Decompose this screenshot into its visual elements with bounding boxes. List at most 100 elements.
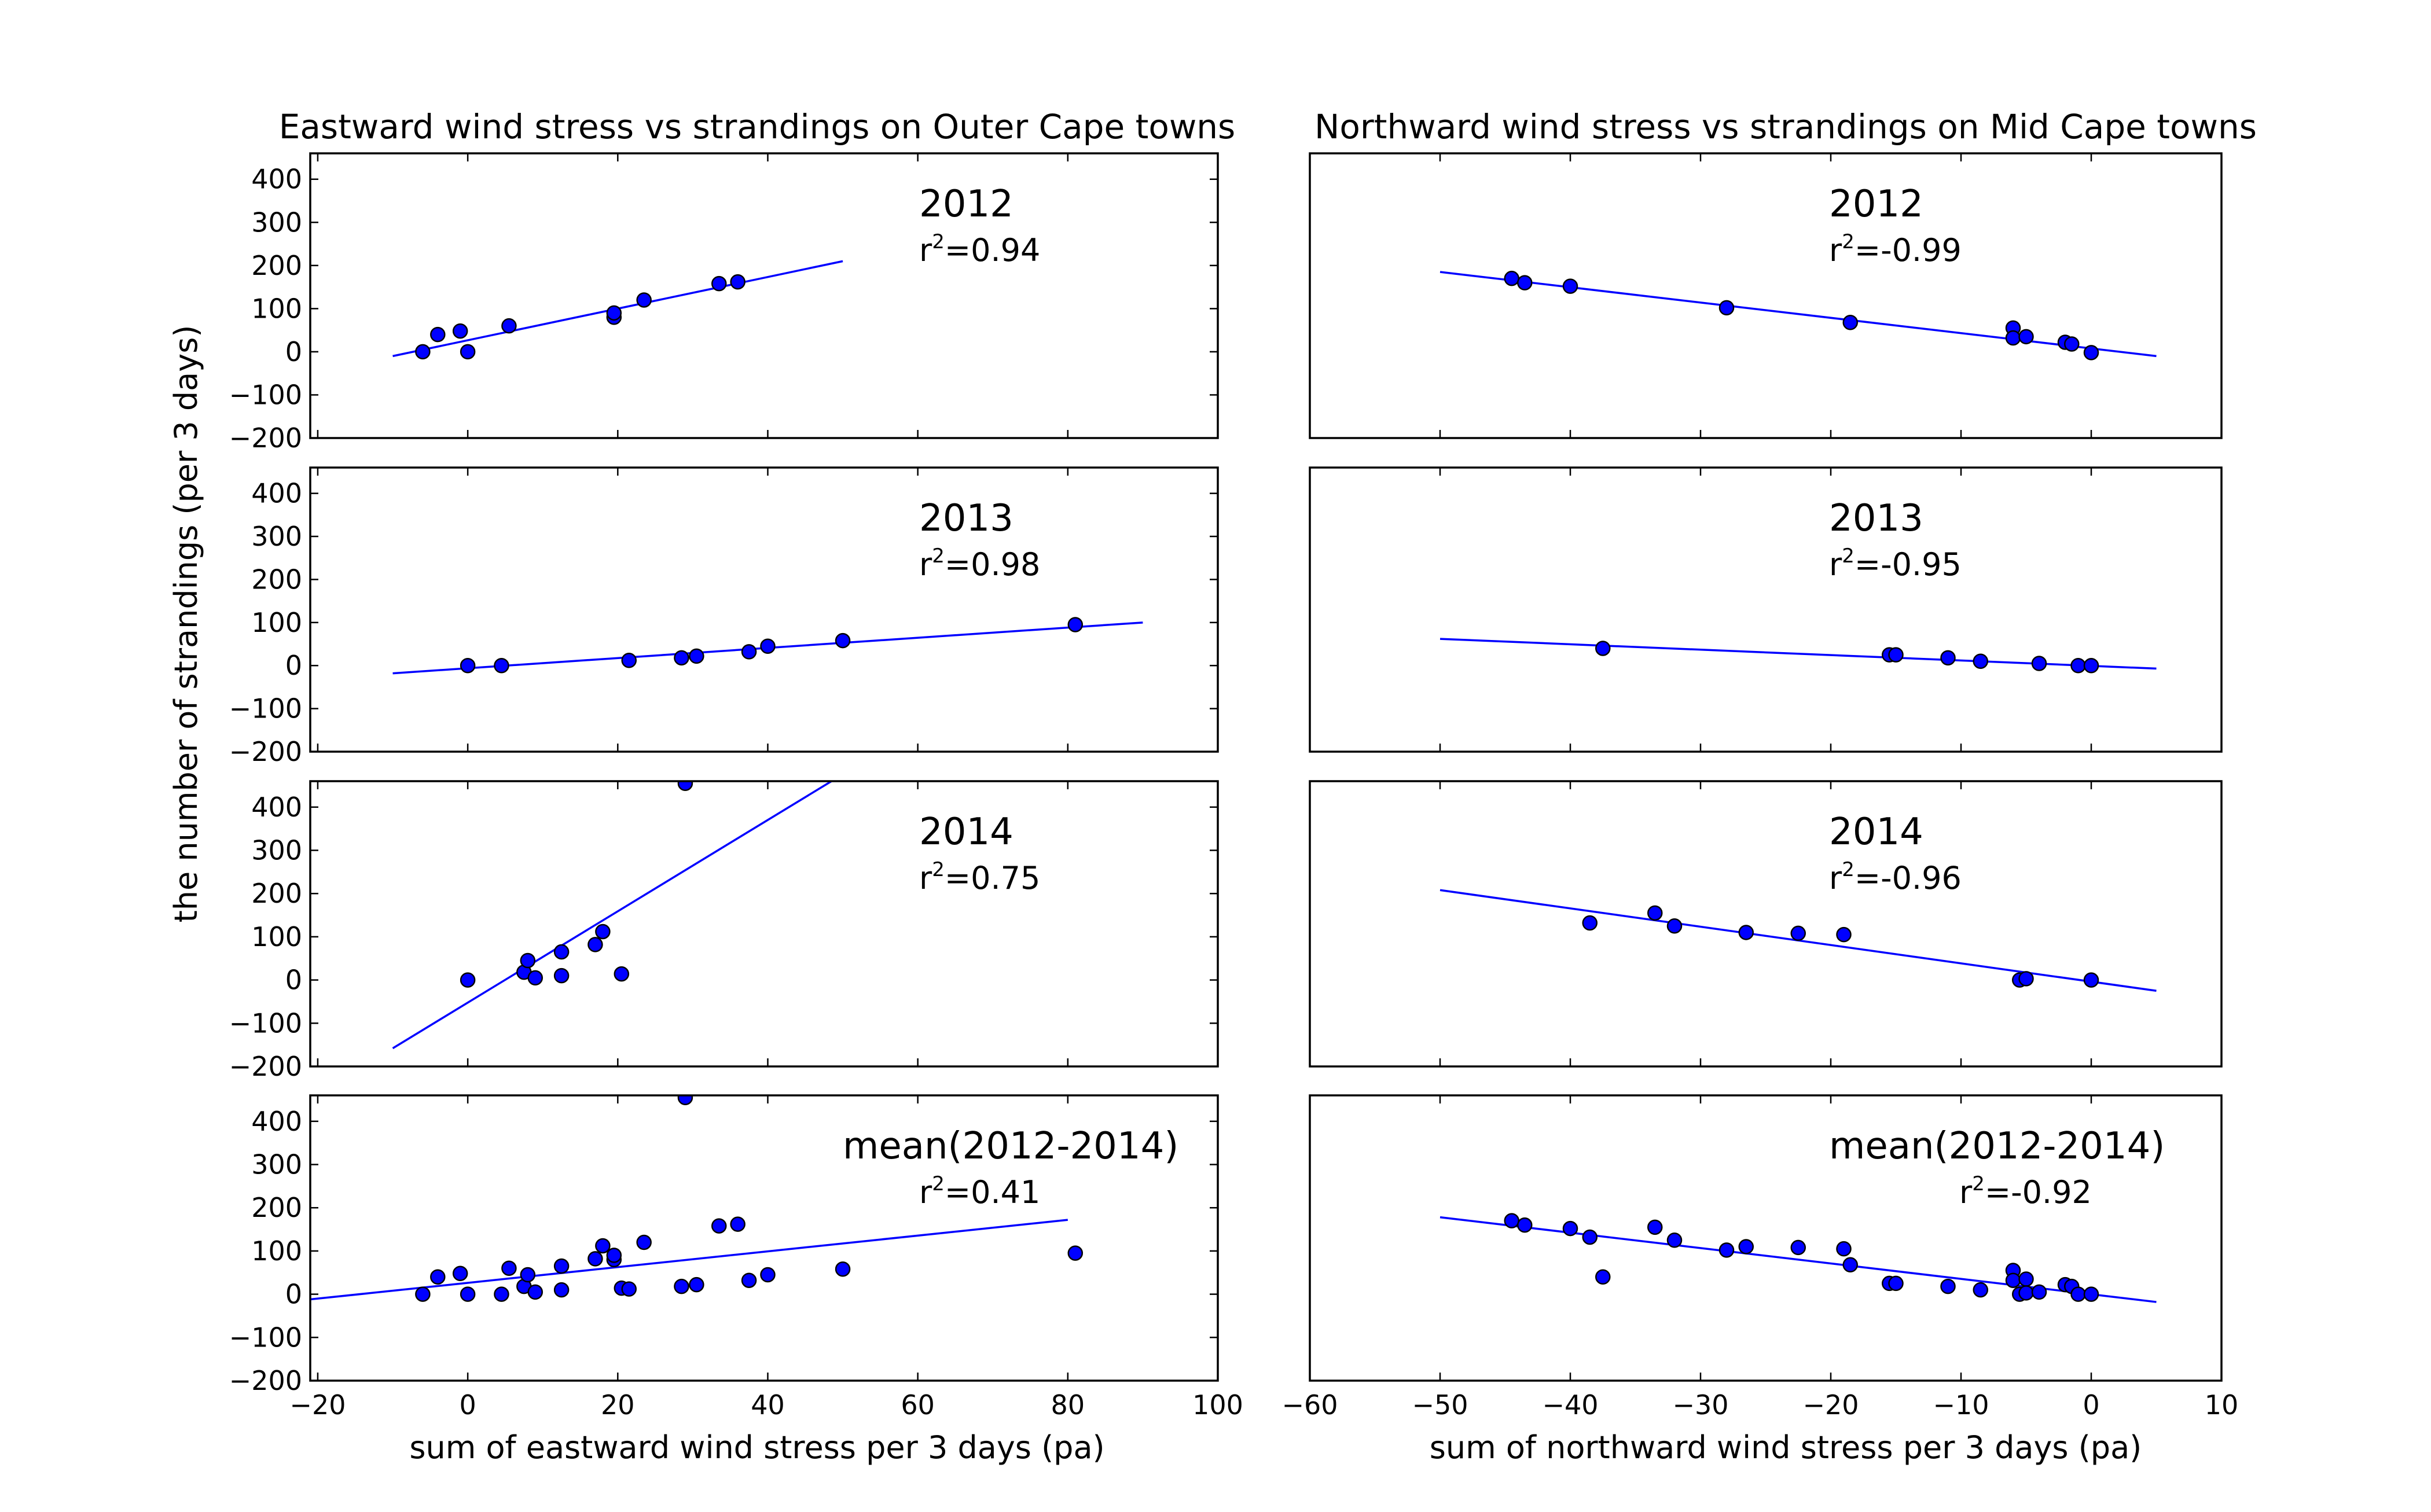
r-squared-exponent: 2 (1972, 1172, 1985, 1195)
data-point (677, 781, 693, 791)
subplot-year-label: 2012 (919, 183, 1013, 226)
data-point (1067, 617, 1084, 632)
data-point (711, 1218, 727, 1234)
data-point (2070, 657, 2086, 674)
data-point (1842, 1257, 1858, 1273)
data-point (501, 1260, 517, 1276)
y-tick-label: 100 (251, 607, 302, 638)
data-point (527, 970, 544, 986)
data-point (1738, 925, 1754, 940)
x-tick-label: 40 (751, 1389, 785, 1421)
left-column-title: Eastward wind stress vs strandings on Ou… (279, 107, 1236, 146)
y-tick-label: −100 (229, 1322, 302, 1353)
data-point (1738, 1239, 1754, 1255)
data-point (527, 1284, 544, 1300)
regression-line (1439, 271, 2157, 358)
y-tick-label: −100 (229, 1007, 302, 1039)
data-point (2083, 1286, 2099, 1302)
x-tick-label: −20 (1802, 1389, 1859, 1421)
data-point (606, 1248, 622, 1263)
subplot-0-2: −200 −100 0 100 200 300 400 2014 r2=0.75 (229, 780, 1219, 1082)
subplot-year-label: 2013 (1829, 497, 1923, 540)
r-squared-value: =-0.99 (1855, 232, 1962, 268)
r-squared-annotation: r2=-0.92 (1959, 1172, 2092, 1211)
data-point (674, 650, 689, 666)
r-squared-exponent: 2 (1842, 545, 1855, 568)
r-squared-symbol: r (1829, 546, 1842, 583)
data-point (2083, 972, 2099, 988)
axes-frame (309, 780, 1219, 1068)
x-tick-label: −40 (1542, 1389, 1598, 1421)
r-squared-annotation: r2=-0.96 (1829, 858, 1962, 896)
y-tick-label: 300 (251, 521, 302, 552)
r-squared-symbol: r (1959, 1174, 1973, 1211)
data-point (553, 967, 570, 984)
y-tick-label: 0 (285, 650, 302, 681)
data-point (2018, 329, 2034, 345)
x-tick-label: −10 (1933, 1389, 1989, 1421)
y-tick-label: −100 (229, 379, 302, 410)
r-squared-exponent: 2 (932, 858, 945, 881)
data-point (1582, 915, 1598, 931)
data-point (460, 1286, 476, 1302)
data-point (1836, 1241, 1852, 1257)
axes-frame (1309, 1094, 2223, 1382)
axes-frame (1309, 152, 2223, 439)
data-point (1718, 300, 1735, 316)
data-point (1973, 653, 1988, 669)
data-point (494, 657, 509, 674)
right-column-title: Northward wind stress vs strandings on M… (1314, 107, 2257, 146)
y-tick-label: 200 (251, 250, 302, 281)
axes-frame (309, 152, 1219, 439)
data-point (2031, 1284, 2047, 1300)
y-tick-label: 0 (285, 336, 302, 367)
data-point (2070, 1286, 2086, 1302)
r-squared-exponent: 2 (932, 230, 945, 253)
data-point (2018, 1285, 2034, 1301)
x-tick-label: 100 (1192, 1389, 1243, 1421)
data-point (553, 1282, 570, 1298)
subplot-1-3: −60 −50 −40 −30 −20 −10 0 10 mean(2012-2014) r2=-… (1281, 1094, 2239, 1421)
r-squared-value: =0.98 (945, 546, 1040, 583)
data-point (674, 1278, 689, 1294)
y-axis-label: the number of strandings (per 3 days) (168, 325, 204, 923)
r-squared-value: =0.94 (945, 232, 1040, 268)
data-point (553, 1258, 570, 1274)
y-tick-label: 300 (251, 1149, 302, 1180)
data-point (460, 972, 476, 988)
y-tick-label: −100 (229, 693, 302, 724)
r-squared-symbol: r (919, 860, 932, 896)
data-point (1595, 641, 1611, 656)
left-x-axis-label: sum of eastward wind stress per 3 days (… (409, 1429, 1104, 1466)
r-squared-annotation: r2=0.94 (919, 230, 1040, 268)
r-squared-symbol: r (1829, 232, 1842, 268)
data-point (760, 638, 776, 654)
y-tick-label: 300 (251, 835, 302, 866)
data-point (1582, 1229, 1598, 1245)
subplot-year-label: 2014 (1829, 811, 1923, 854)
data-point (621, 653, 637, 668)
data-point (553, 944, 570, 960)
r-squared-symbol: r (919, 1174, 932, 1211)
r-squared-annotation: r2=0.98 (919, 545, 1040, 583)
r-squared-value: =-0.92 (1985, 1174, 2092, 1211)
x-tick-label: 10 (2205, 1389, 2239, 1421)
axes-frame (309, 466, 1219, 753)
data-point (520, 1267, 536, 1283)
regression-line (392, 781, 832, 1050)
subplot-year-label: 2013 (919, 497, 1013, 540)
data-point (1504, 270, 1519, 286)
data-point (452, 1265, 468, 1282)
subplot-1-0: 2012 r2=-0.99 (1309, 152, 2223, 439)
r-squared-exponent: 2 (1842, 858, 1855, 881)
r-squared-exponent: 2 (932, 545, 945, 568)
data-point (1842, 314, 1858, 330)
data-point (415, 344, 431, 360)
r-squared-value: =-0.95 (1855, 546, 1962, 583)
axes-frame (309, 1094, 1219, 1382)
data-point (636, 292, 652, 308)
data-point (501, 318, 517, 334)
data-point (711, 275, 727, 292)
axes-frame (1309, 780, 2223, 1068)
